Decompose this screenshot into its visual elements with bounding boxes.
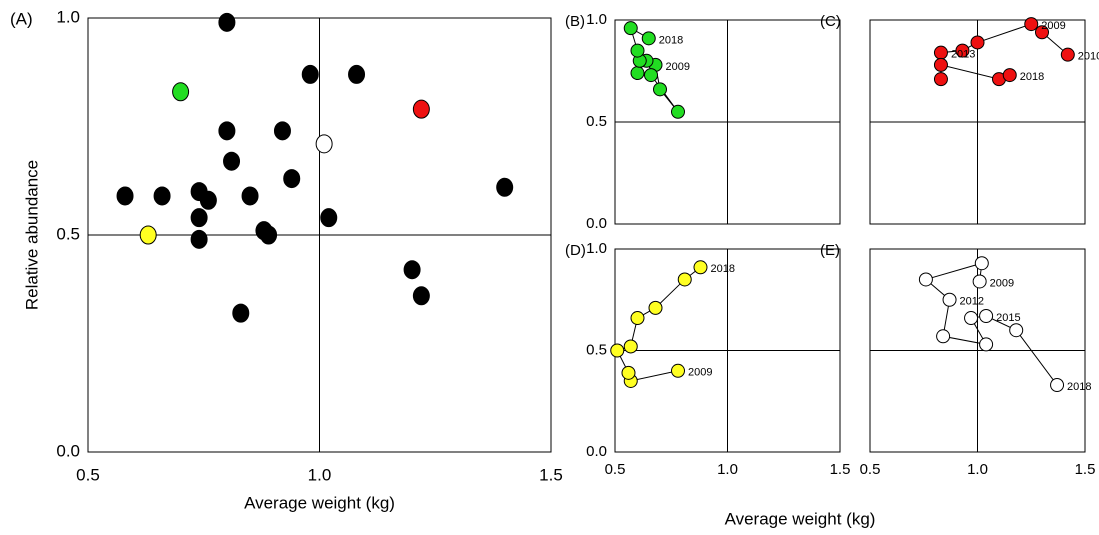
data-point <box>403 260 421 280</box>
data-point <box>933 45 948 60</box>
y-tick-label: 0.5 <box>586 341 607 358</box>
point-label: 2013 <box>951 49 975 61</box>
data-point <box>218 121 236 141</box>
data-point <box>671 363 685 378</box>
data-point <box>412 286 430 306</box>
data-point <box>232 303 250 323</box>
x-tick-label: 0.5 <box>605 461 626 478</box>
y-tick-label: 0.5 <box>586 113 607 130</box>
point-label: 2010 <box>1078 51 1099 63</box>
point-label: 2009 <box>1041 20 1065 32</box>
data-point <box>190 208 208 228</box>
data-point <box>942 292 957 307</box>
data-point <box>933 72 948 87</box>
data-point <box>1060 47 1075 62</box>
data-point <box>918 272 933 287</box>
data-point <box>301 64 319 84</box>
point-label: 2018 <box>1020 71 1044 83</box>
data-point <box>964 311 979 326</box>
y-axis-label: Relative abundance <box>22 160 41 310</box>
data-point <box>693 260 708 275</box>
data-point <box>283 169 301 189</box>
data-point <box>348 64 366 84</box>
connecting-line <box>924 262 1058 386</box>
data-point <box>623 339 638 354</box>
data-point <box>979 337 994 352</box>
data-point <box>1050 378 1065 393</box>
x-tick-label: 1.5 <box>539 465 563 484</box>
point-label: 2018 <box>659 34 683 46</box>
point-label: 2018 <box>711 263 735 275</box>
data-point <box>273 121 291 141</box>
data-point <box>630 43 645 58</box>
point-label: 2009 <box>666 61 690 73</box>
data-point <box>644 68 658 83</box>
data-point <box>630 66 645 81</box>
data-point <box>936 329 951 344</box>
data-point <box>955 43 970 58</box>
point-label: 2009 <box>990 277 1014 289</box>
x-tick-label: 0.5 <box>860 461 881 478</box>
data-point <box>190 229 208 249</box>
y-tick-label: 1.0 <box>56 7 80 26</box>
data-point <box>630 311 645 326</box>
x-tick-label: 0.5 <box>76 465 100 484</box>
data-point <box>1024 17 1039 32</box>
data-point <box>1009 323 1024 338</box>
data-point <box>116 186 134 206</box>
data-point <box>1035 25 1049 40</box>
data-point <box>648 300 663 315</box>
data-point <box>1002 68 1017 83</box>
panel-label: (B) <box>565 13 585 30</box>
x-tick-label: 1.5 <box>830 461 851 478</box>
x-tick-label: 1.0 <box>717 461 738 478</box>
data-point <box>974 256 989 271</box>
y-tick-label: 0.0 <box>56 441 80 460</box>
data-point <box>172 82 190 102</box>
data-point <box>241 186 259 206</box>
data-point <box>139 225 157 245</box>
data-point <box>653 82 667 97</box>
data-point <box>260 225 278 245</box>
data-point <box>671 104 685 119</box>
x-tick-label: 1.0 <box>308 465 332 484</box>
y-tick-label: 0.5 <box>56 224 80 243</box>
point-label: 2015 <box>996 312 1020 324</box>
data-point <box>223 151 241 171</box>
x-axis-label: Average weight (kg) <box>244 493 395 512</box>
y-tick-label: 0.0 <box>586 443 607 460</box>
data-point <box>933 57 948 72</box>
y-tick-label: 1.0 <box>586 11 607 28</box>
data-point <box>199 190 217 210</box>
data-point <box>972 274 987 289</box>
panel-label: (A) <box>10 9 33 28</box>
point-label: 2018 <box>1067 381 1091 393</box>
data-point <box>623 21 638 36</box>
x-tick-label: 1.0 <box>967 461 988 478</box>
shared-x-label: Average weight (kg) <box>725 509 876 528</box>
data-point <box>496 177 514 197</box>
data-point <box>610 343 625 358</box>
panel-label: (C) <box>820 13 841 30</box>
point-label: 2012 <box>960 296 984 308</box>
y-tick-label: 0.0 <box>586 215 607 232</box>
point-label: 2009 <box>688 367 712 379</box>
panel-label: (D) <box>565 242 586 259</box>
data-point <box>641 31 656 46</box>
data-point <box>412 99 430 119</box>
data-point <box>979 308 994 323</box>
panel-label: (E) <box>820 242 840 259</box>
data-point <box>621 365 636 380</box>
data-point <box>970 35 985 50</box>
data-point <box>320 208 338 228</box>
y-tick-label: 1.0 <box>586 240 607 257</box>
data-point <box>153 186 171 206</box>
x-tick-label: 1.5 <box>1075 461 1096 478</box>
data-point <box>677 272 692 287</box>
data-point <box>218 12 236 32</box>
data-point <box>315 134 333 154</box>
